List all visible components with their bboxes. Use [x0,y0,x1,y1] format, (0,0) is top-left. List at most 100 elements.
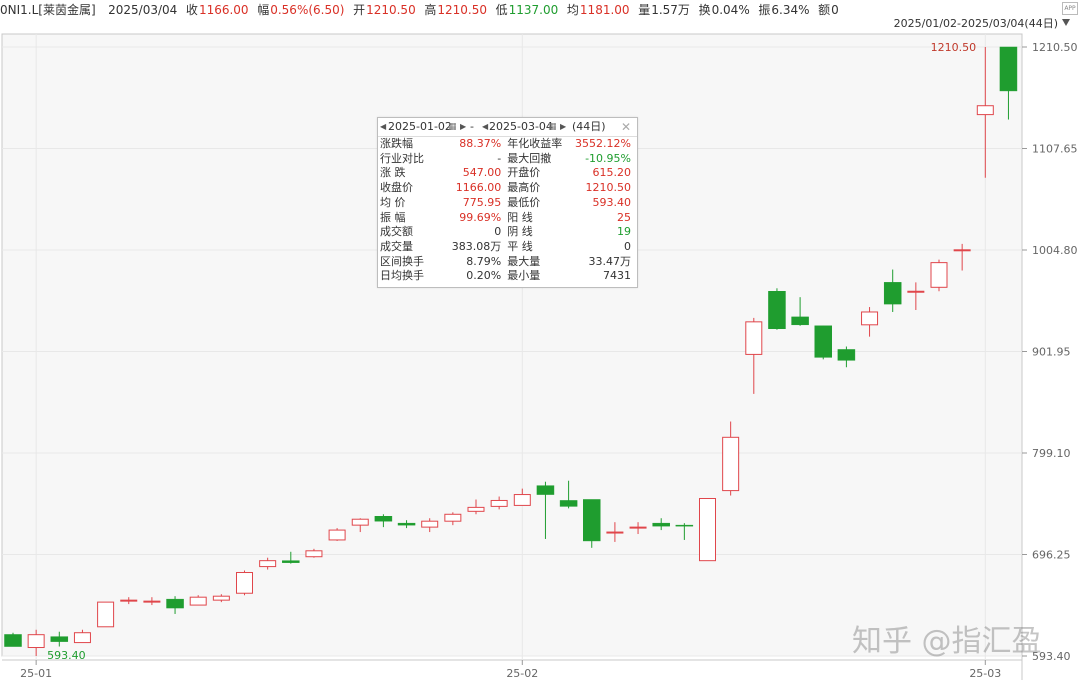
low-label: 低 [495,3,508,17]
candle-body-down [4,634,22,647]
next-start-arrow-icon[interactable]: ▶ [460,122,467,131]
stat-label: 最大回撤 [507,151,552,165]
start-date[interactable]: 2025-01-02 [388,120,452,133]
stat-value: 25 [617,210,631,224]
stat-label: 振 幅 [380,210,406,224]
candle-body-up [444,513,462,522]
stat-value: 88.37% [459,137,502,150]
candle-body-up [305,550,323,558]
candle-body-down [791,316,809,326]
range-days: (44日) [572,120,606,133]
popup-header: ◀ 2025-01-02 ▦ ▶ - ◀ 2025-03-04 ▦ ▶ (44日… [378,118,637,137]
stat-value: -10.95% [585,151,631,165]
next-end-arrow-icon[interactable]: ▶ [560,122,567,131]
candle-body-down [768,291,786,330]
candle-body-up [606,531,624,534]
open-value: 1210.50 [366,3,416,17]
high-value: 1210.50 [437,3,487,17]
turnover-value: 0.04% [711,3,750,17]
candle-body-down [583,499,601,542]
candle-body-up [421,520,439,528]
volume-label: 量 [638,3,651,17]
stats-table: 涨跌幅 88.37% 年化收益率 3552.12% 行业对比 - 最大回撤 -10.95% 涨 … [380,137,637,284]
candle-body-down [282,560,300,563]
x-tick-label: 25-01 [20,667,52,680]
y-tick-label: 799.10 [1032,447,1071,460]
watermark: 知乎 @指汇盈 [852,624,1042,659]
candle-body-up [513,494,531,506]
y-tick-label: 696.25 [1032,549,1071,562]
stat-label: 最高价 [507,181,541,195]
range-dash: - [470,120,474,133]
stats-row: 涨 跌 547.00 开盘价 615.20 [380,166,637,181]
stat-value: 33.47万 [588,254,632,268]
candle-body-up [97,601,115,628]
stats-row: 日均换手 0.20% 最小量 7431 [380,269,637,284]
close-icon[interactable]: ✕ [621,120,632,134]
high-label: 高 [424,3,437,17]
y-tick-label: 901.95 [1032,346,1071,359]
candle-body-up [953,249,971,252]
symbol-name: 0NI1.L[莱茵金属] [0,3,96,17]
y-tick-label: 1004.80 [1032,244,1078,257]
y-tick-label: 1210.50 [1032,41,1078,54]
date-range-selector[interactable]: 2025/01/02-2025/03/04(44日) [893,17,1058,30]
price-annotation: 1210.50 [931,41,977,54]
candle-body-up [976,105,994,116]
candle-body-down [559,500,578,507]
candle-body-up [629,526,647,529]
stat-value: 615.20 [592,166,632,180]
amount-value: 0 [831,3,839,17]
stats-row: 成交额 0 阴 线 19 [380,225,637,240]
candle-body-up [699,497,716,562]
candle-body-down [397,522,416,526]
candle-body-up [143,600,161,603]
stat-value: 547.00 [462,166,502,180]
open-label: 开 [353,3,366,17]
quote-date: 2025/03/04 [108,3,178,17]
candle-body-down [883,282,902,305]
avg-label: 均 [566,3,579,17]
stats-row: 收盘价 1166.00 最高价 1210.50 [380,181,637,196]
calendar-icon[interactable]: ▦ [448,122,457,132]
stats-row: 均 价 775.95 最低价 593.40 [380,196,637,211]
candle-body-up [328,529,346,541]
range-stats-popup: ◀ 2025-01-02 ▦ ▶ - ◀ 2025-03-04 ▦ ▶ (44日… [377,117,638,288]
x-tick-label: 25-02 [506,667,538,680]
candle-body-down [166,598,184,609]
end-date[interactable]: 2025-03-04 [489,120,553,133]
stat-value: 99.69% [459,210,502,224]
candle-body-down [374,516,393,522]
stat-label: 阴 线 [507,225,533,239]
stat-label: 开盘价 [507,166,541,180]
stat-label: 成交额 [380,225,413,239]
quote-header: 0NI1.L[莱茵金属] 2025/03/04 收1166.00 幅0.56%(… [0,0,1080,20]
candle-body-up [745,321,763,355]
app-icon[interactable]: APP [1062,2,1078,15]
candle-body-up [27,634,45,649]
chevron-down-icon[interactable] [1062,19,1070,26]
stat-label: 行业对比 [380,151,424,165]
stats-row: 行业对比 - 最大回撤 -10.95% [380,152,637,167]
low-value: 1137.00 [508,3,559,17]
avg-value: 1181.00 [579,3,630,17]
stats-row: 涨跌幅 88.37% 年化收益率 3552.12% [380,137,637,152]
stat-label: 阳 线 [507,210,533,224]
stat-value: 383.08万 [451,239,502,253]
stat-value: 1166.00 [455,181,502,195]
candle-body-up [189,596,207,606]
stat-value: 775.95 [462,195,502,209]
close-value: 1166.00 [198,3,249,17]
candle-body-up [212,595,230,601]
prev-end-arrow-icon[interactable]: ◀ [482,122,489,131]
prev-start-arrow-icon[interactable]: ◀ [380,122,387,131]
candle-body-up [259,560,277,568]
candle-body-down [536,485,555,495]
calendar-icon[interactable]: ▦ [548,122,557,132]
candle-body-up [490,499,508,507]
stat-value: 593.40 [592,195,632,209]
stat-label: 最小量 [507,269,541,283]
stat-value: 3552.12% [575,137,631,150]
stat-value: 0 [494,225,502,239]
